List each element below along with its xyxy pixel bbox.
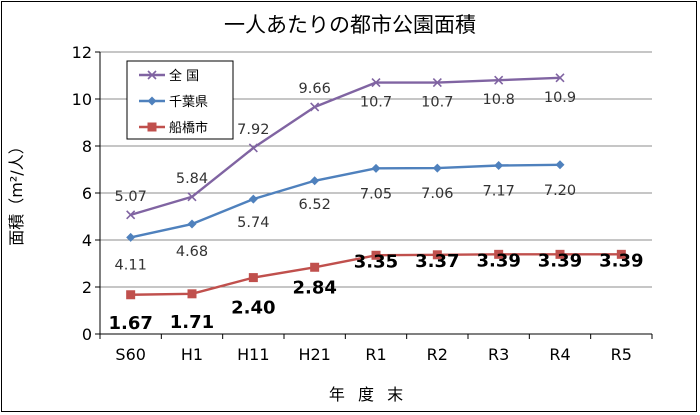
data-point (310, 102, 320, 112)
data-label: 3.39 (599, 250, 643, 271)
data-point (494, 161, 504, 171)
data-label: 5.84 (176, 171, 208, 187)
data-point (310, 176, 320, 186)
y-tick-label: 0 (82, 325, 92, 344)
data-label: 3.35 (354, 251, 398, 272)
data-label: 9.66 (299, 81, 331, 97)
y-tick-label: 2 (82, 278, 92, 297)
x-tick-label: H21 (298, 345, 330, 364)
series-line (130, 76, 561, 217)
chart-title: 一人あたりの都市公園面積 (224, 13, 476, 37)
y-tick-label: 4 (82, 231, 92, 250)
data-point (494, 75, 504, 85)
y-axis-label: 面積（m²/人） (7, 138, 26, 245)
data-point (371, 77, 381, 88)
data-label: 7.20 (544, 183, 576, 199)
data-point (126, 290, 136, 300)
data-label: 7.06 (421, 186, 453, 202)
data-point (126, 232, 136, 242)
data-label: 1.67 (108, 313, 152, 334)
data-point (126, 210, 136, 220)
data-point (248, 143, 258, 153)
x-tick-label: R4 (549, 345, 570, 364)
x-tick-label: R5 (611, 345, 632, 364)
data-point (616, 249, 626, 259)
data-label: 7.05 (360, 186, 392, 202)
y-tick-label: 8 (82, 137, 92, 156)
data-label: 7.92 (237, 122, 269, 138)
legend-label: 千葉県 (169, 95, 208, 110)
data-label: 3.37 (415, 251, 459, 272)
legend-swatch-marker (147, 96, 157, 106)
data-point (310, 262, 320, 272)
data-point (187, 192, 197, 202)
y-tick-label: 10 (72, 90, 92, 109)
x-tick-label: R2 (427, 345, 448, 364)
data-point (187, 289, 197, 299)
x-axis-label: 年 度 末 (329, 385, 407, 404)
data-point (248, 194, 258, 204)
x-tick-label: R1 (365, 345, 386, 364)
data-point (432, 77, 442, 88)
data-label: 2.40 (231, 298, 275, 319)
data-point (555, 73, 565, 83)
data-point (187, 219, 197, 229)
data-label: 6.52 (299, 197, 331, 213)
data-point (432, 250, 442, 260)
legend-label: 全 国 (169, 68, 199, 84)
series-line (130, 163, 561, 239)
x-tick-label: S60 (115, 345, 146, 364)
data-label: 4.11 (115, 257, 147, 273)
data-label: 10.8 (483, 92, 515, 108)
data-label: 10.7 (360, 95, 392, 111)
data-label: 2.84 (292, 277, 336, 298)
data-label: 7.17 (483, 184, 515, 200)
data-point (248, 273, 258, 283)
data-point (432, 163, 442, 173)
x-tick-label: H1 (181, 345, 203, 364)
data-label: 10.7 (421, 95, 453, 111)
data-label: 10.9 (544, 90, 576, 106)
data-label: 4.68 (176, 244, 208, 260)
legend-swatch-marker (147, 122, 157, 132)
legend-label: 船橋市 (169, 120, 208, 136)
x-tick-label: R3 (488, 345, 509, 364)
data-point (555, 249, 565, 259)
data-point (371, 163, 381, 173)
data-point (494, 249, 504, 259)
data-label: 5.07 (115, 189, 147, 205)
legend-swatch-marker (147, 70, 157, 80)
data-label: 3.39 (538, 250, 582, 271)
data-label: 5.74 (237, 215, 269, 231)
data-point (555, 160, 565, 170)
y-tick-label: 12 (72, 43, 92, 62)
x-tick-label: H11 (237, 345, 269, 364)
data-label: 3.39 (476, 250, 520, 271)
y-tick-label: 6 (82, 184, 92, 203)
data-label: 1.71 (170, 312, 214, 333)
data-point (371, 250, 381, 260)
